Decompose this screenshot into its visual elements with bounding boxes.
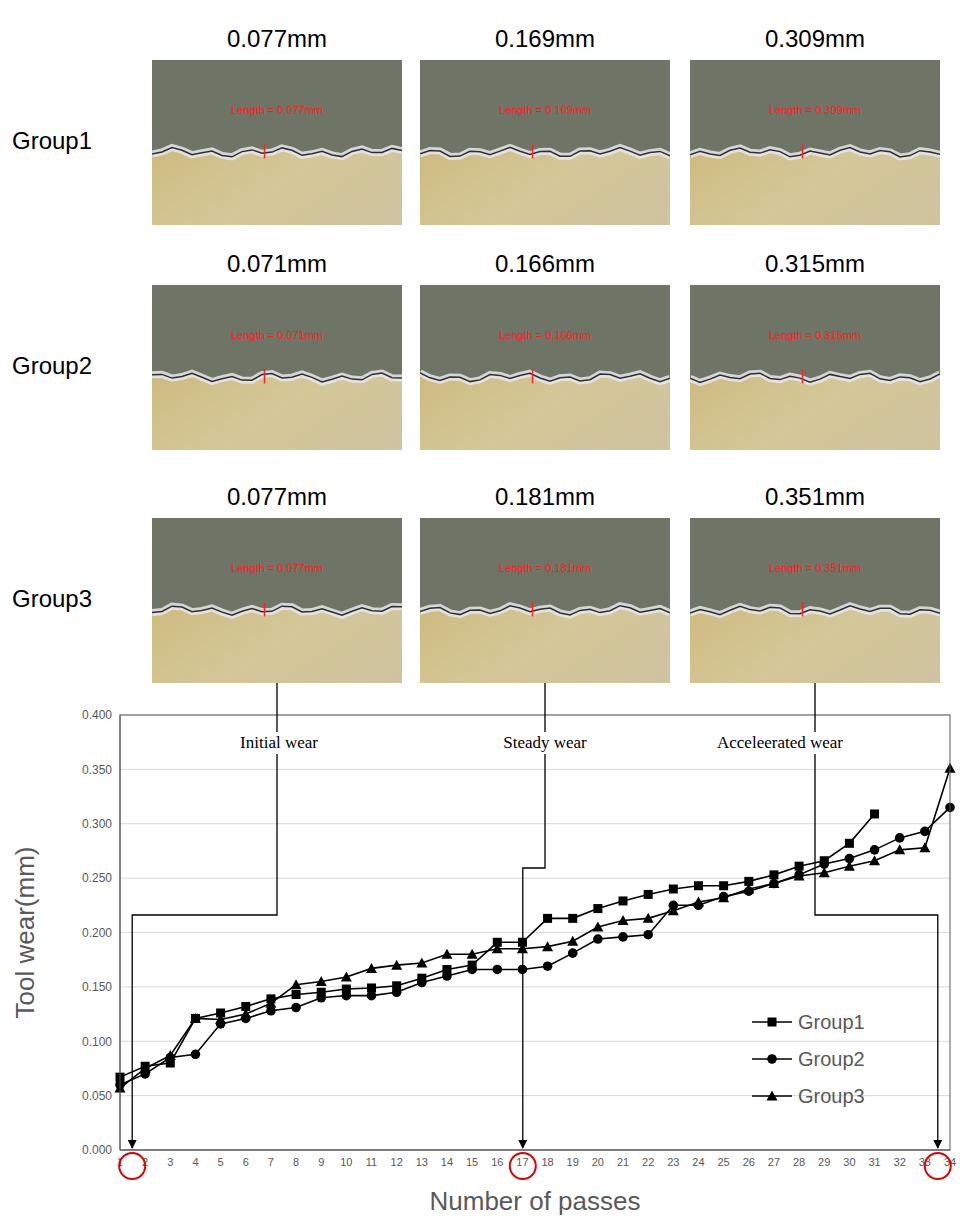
svg-text:13: 13 [416,1156,428,1168]
svg-text:34: 34 [944,1156,956,1168]
svg-text:Initial wear: Initial wear [240,733,318,752]
svg-text:Length = 0.166mm: Length = 0.166mm [499,329,591,341]
html-text:0.169mm: 0.169mm [495,25,595,52]
svg-text:10: 10 [340,1156,352,1168]
svg-text:Length = 0.351mm: Length = 0.351mm [769,562,861,574]
svg-text:0.300: 0.300 [82,817,112,831]
svg-text:Length = 0.309mm: Length = 0.309mm [769,104,861,116]
html-text:Group1: Group1 [12,126,93,154]
svg-text:Tool wear(mm): Tool wear(mm) [10,847,40,1019]
svg-text:23: 23 [667,1156,679,1168]
html-text:0.315mm: 0.315mm [765,250,865,277]
html-text:0.181mm: 0.181mm [495,483,595,510]
svg-text:0.250: 0.250 [82,871,112,885]
svg-text:Length = 0.071mm: Length = 0.071mm [231,329,323,341]
svg-text:0.050: 0.050 [82,1089,112,1103]
svg-text:15: 15 [466,1156,478,1168]
svg-text:16: 16 [491,1156,503,1168]
svg-text:0.150: 0.150 [82,980,112,994]
svg-text:11: 11 [366,1156,377,1168]
svg-text:Steady wear: Steady wear [503,733,587,752]
html-text:0.166mm: 0.166mm [495,250,595,277]
svg-text:24: 24 [692,1156,704,1168]
svg-text:Length = 0.315mm: Length = 0.315mm [769,329,861,341]
svg-text:31: 31 [868,1156,880,1168]
svg-text:Length = 0.077mm: Length = 0.077mm [231,562,323,574]
html-text:0.077mm: 0.077mm [227,483,327,510]
svg-text:4: 4 [192,1156,198,1168]
svg-text:14: 14 [441,1156,453,1168]
svg-text:0.400: 0.400 [82,708,112,722]
svg-text:Number of passes: Number of passes [430,1186,641,1216]
svg-text:Acceleerated wear: Acceleerated wear [717,733,843,752]
svg-text:29: 29 [818,1156,830,1168]
svg-text:32: 32 [894,1156,906,1168]
svg-text:Length = 0.169mm: Length = 0.169mm [499,104,591,116]
svg-text:30: 30 [843,1156,855,1168]
svg-text:22: 22 [642,1156,654,1168]
svg-text:3: 3 [167,1156,173,1168]
html-text:Group3: Group3 [12,584,93,612]
svg-text:1: 1 [117,1156,123,1168]
svg-text:Length = 0.077mm: Length = 0.077mm [231,104,323,116]
svg-text:21: 21 [617,1156,629,1168]
html-text:0.351mm: 0.351mm [765,483,865,510]
svg-text:17: 17 [516,1156,528,1168]
svg-text:0.000: 0.000 [82,1143,112,1157]
svg-text:18: 18 [541,1156,553,1168]
svg-text:19: 19 [567,1156,579,1168]
svg-text:Group2: Group2 [798,1048,865,1070]
svg-text:7: 7 [268,1156,274,1168]
svg-text:25: 25 [718,1156,730,1168]
svg-text:5: 5 [218,1156,224,1168]
svg-text:0.200: 0.200 [82,926,112,940]
svg-text:9: 9 [318,1156,324,1168]
svg-text:27: 27 [768,1156,780,1168]
html-text:0.077mm: 0.077mm [227,25,327,52]
svg-text:Group1: Group1 [798,1011,865,1033]
svg-text:26: 26 [743,1156,755,1168]
svg-text:Group3: Group3 [798,1085,865,1107]
html-text:Group2: Group2 [12,351,93,379]
svg-text:20: 20 [592,1156,604,1168]
svg-text:Length = 0.181mm: Length = 0.181mm [499,562,591,574]
svg-text:0.100: 0.100 [82,1035,112,1049]
html-text:0.309mm: 0.309mm [765,25,865,52]
svg-text:2: 2 [142,1156,148,1168]
svg-text:0.350: 0.350 [82,763,112,777]
svg-text:12: 12 [391,1156,403,1168]
svg-text:28: 28 [793,1156,805,1168]
svg-text:6: 6 [243,1156,249,1168]
svg-text:8: 8 [293,1156,299,1168]
html-text:0.071mm: 0.071mm [227,250,327,277]
svg-text:33: 33 [919,1156,931,1168]
